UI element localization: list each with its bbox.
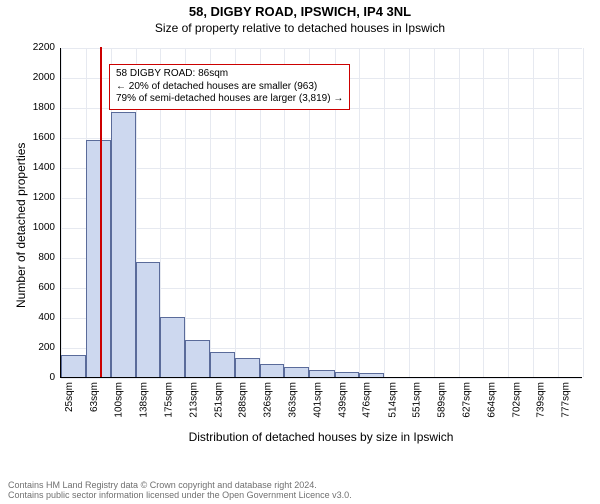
gridline-h <box>61 48 582 49</box>
gridline-v <box>459 48 460 377</box>
x-tick-label: 251sqm <box>213 382 224 418</box>
x-tick-label: 664sqm <box>486 382 497 418</box>
y-tick-label: 1000 <box>1 222 55 233</box>
x-tick-label: 175sqm <box>163 382 174 418</box>
x-tick-label: 213sqm <box>188 382 199 418</box>
y-tick-label: 400 <box>1 312 55 323</box>
x-tick-label: 739sqm <box>536 382 547 418</box>
gridline-v <box>558 48 559 377</box>
histogram-bar <box>260 364 284 378</box>
gridline-v <box>409 48 410 377</box>
plot-area: 0200400600800100012001400160018002000220… <box>60 48 582 378</box>
x-tick-label: 439sqm <box>338 382 349 418</box>
gridline-h <box>61 138 582 139</box>
gridline-v <box>583 48 584 377</box>
y-tick-label: 0 <box>1 372 55 383</box>
gridline-v <box>434 48 435 377</box>
histogram-bar <box>335 372 359 377</box>
footer: Contains HM Land Registry data © Crown c… <box>0 480 600 500</box>
reference-line <box>100 47 102 377</box>
chart-subtitle: Size of property relative to detached ho… <box>0 21 600 35</box>
histogram-bar <box>61 355 86 378</box>
x-tick-label: 476sqm <box>362 382 373 418</box>
info-box: 58 DIGBY ROAD: 86sqm ← 20% of detached h… <box>109 64 350 110</box>
y-tick-label: 1800 <box>1 102 55 113</box>
footer-line-2: Contains public sector information licen… <box>8 490 592 500</box>
y-tick-label: 200 <box>1 342 55 353</box>
info-line-3: 79% of semi-detached houses are larger (… <box>116 93 343 106</box>
x-tick-label: 25sqm <box>64 382 75 412</box>
y-tick-label: 2000 <box>1 72 55 83</box>
x-tick-label: 100sqm <box>114 382 125 418</box>
info-line-2: ← 20% of detached houses are smaller (96… <box>116 81 343 94</box>
gridline-v <box>359 48 360 377</box>
gridline-v <box>384 48 385 377</box>
x-tick-label: 63sqm <box>89 382 100 412</box>
gridline-v <box>508 48 509 377</box>
gridline-h <box>61 168 582 169</box>
y-tick-label: 1400 <box>1 162 55 173</box>
x-tick-label: 363sqm <box>287 382 298 418</box>
gridline-v <box>483 48 484 377</box>
histogram-bar <box>136 262 160 378</box>
footer-line-1: Contains HM Land Registry data © Crown c… <box>8 480 592 490</box>
histogram-bar <box>235 358 260 377</box>
gridline-h <box>61 228 582 229</box>
chart-title: 58, DIGBY ROAD, IPSWICH, IP4 3NL <box>0 4 600 19</box>
histogram-bar <box>359 373 384 377</box>
gridline-h <box>61 198 582 199</box>
info-line-1: 58 DIGBY ROAD: 86sqm <box>116 68 343 81</box>
y-tick-label: 600 <box>1 282 55 293</box>
histogram-bar <box>185 340 210 378</box>
histogram-bar <box>111 112 136 378</box>
x-tick-label: 514sqm <box>387 382 398 418</box>
x-tick-label: 401sqm <box>312 382 323 418</box>
x-tick-label: 627sqm <box>462 382 473 418</box>
y-tick-label: 2200 <box>1 42 55 53</box>
gridline-v <box>61 48 62 377</box>
x-tick-label: 551sqm <box>412 382 423 418</box>
x-tick-label: 138sqm <box>139 382 150 418</box>
histogram-bar <box>160 317 185 377</box>
gridline-v <box>533 48 534 377</box>
histogram-bar <box>309 370 334 378</box>
x-tick-label: 702sqm <box>511 382 522 418</box>
gridline-h <box>61 378 582 379</box>
y-tick-label: 1200 <box>1 192 55 203</box>
x-tick-label: 288sqm <box>238 382 249 418</box>
gridline-h <box>61 258 582 259</box>
histogram-bar <box>86 140 110 377</box>
x-tick-label: 326sqm <box>263 382 274 418</box>
y-tick-label: 1600 <box>1 132 55 143</box>
histogram-bar <box>210 352 234 378</box>
x-tick-label: 589sqm <box>437 382 448 418</box>
y-tick-label: 800 <box>1 252 55 263</box>
x-axis-label: Distribution of detached houses by size … <box>60 430 582 444</box>
x-tick-label: 777sqm <box>561 382 572 418</box>
histogram-bar <box>284 367 309 378</box>
